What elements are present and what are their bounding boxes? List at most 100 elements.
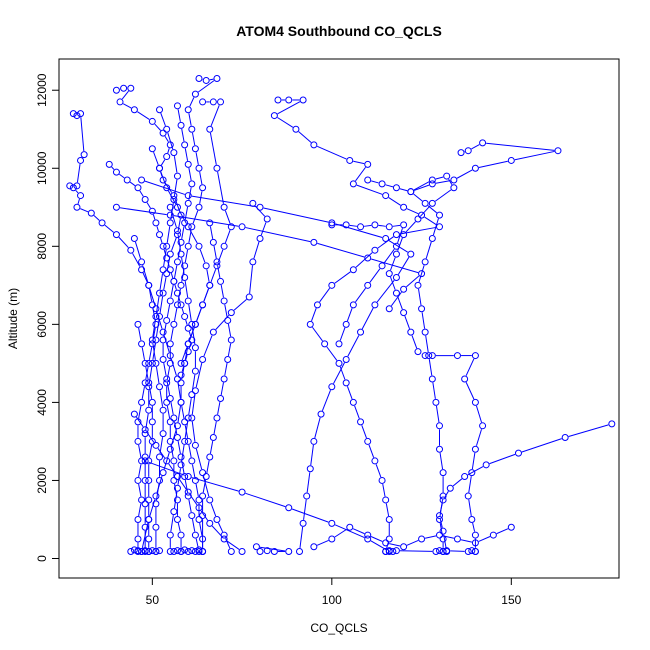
- data-point: [141, 523, 149, 531]
- data-point: [371, 457, 379, 465]
- series-segment: [188, 331, 192, 337]
- data-point: [303, 492, 311, 500]
- data-point: [173, 301, 181, 309]
- series-segment: [199, 249, 206, 263]
- series-segment: [181, 444, 185, 462]
- flight-profile-series: [159, 102, 203, 555]
- data-point: [105, 160, 113, 168]
- data-point: [436, 512, 444, 520]
- flight-profile-series: [328, 221, 408, 348]
- series-segment: [181, 405, 185, 419]
- series-segment: [355, 166, 366, 182]
- data-point: [468, 515, 476, 523]
- data-point: [378, 180, 386, 188]
- data-point: [191, 145, 199, 153]
- series-segment: [160, 171, 166, 185]
- series-segment: [291, 508, 329, 523]
- data-point: [443, 547, 451, 555]
- series-segment: [160, 159, 166, 166]
- data-point: [392, 250, 400, 258]
- series-segment: [178, 210, 187, 224]
- data-point: [206, 281, 214, 289]
- data-point: [489, 531, 497, 539]
- data-point: [270, 112, 278, 120]
- data-point: [163, 125, 171, 133]
- data-point: [130, 106, 138, 114]
- data-point: [138, 176, 146, 184]
- data-point: [177, 281, 185, 289]
- series-segment: [397, 256, 410, 275]
- series-segment: [203, 335, 213, 357]
- data-point: [471, 547, 479, 555]
- series-segment: [191, 519, 196, 532]
- data-point: [310, 543, 318, 551]
- data-point: [159, 355, 167, 363]
- series-segment: [334, 524, 365, 539]
- series-segment: [334, 271, 351, 284]
- data-point: [199, 355, 207, 363]
- data-point: [364, 437, 372, 445]
- data-point: [173, 203, 181, 211]
- series-segment: [142, 265, 149, 283]
- data-point: [138, 266, 146, 274]
- data-point: [173, 231, 181, 239]
- data-point: [145, 476, 153, 484]
- series-segment: [406, 539, 419, 546]
- data-point: [159, 242, 167, 250]
- series-segment: [210, 503, 217, 517]
- data-point: [471, 352, 479, 360]
- y-tick-label: 12000: [35, 73, 49, 107]
- data-point: [173, 102, 181, 110]
- data-point: [177, 531, 185, 539]
- series-segment: [434, 189, 452, 202]
- data-point: [217, 394, 225, 402]
- series-segment: [164, 135, 169, 143]
- series-segment: [390, 257, 396, 271]
- data-point: [134, 547, 142, 555]
- data-point: [256, 547, 264, 555]
- series-segment: [399, 226, 437, 235]
- data-point: [166, 219, 174, 227]
- data-point: [392, 547, 400, 555]
- data-point: [184, 199, 192, 207]
- series-segment: [181, 226, 185, 239]
- data-point: [145, 547, 153, 555]
- series-segment: [435, 405, 440, 423]
- series-segment: [465, 358, 475, 376]
- series-segment: [471, 452, 476, 470]
- data-point: [443, 172, 451, 180]
- data-point: [141, 500, 149, 508]
- series-segment: [316, 145, 347, 160]
- flight-profile-series: [407, 139, 562, 555]
- series-segment: [167, 190, 177, 205]
- flight-profile-series: [310, 523, 515, 551]
- data-point: [507, 156, 515, 164]
- data-point: [195, 75, 203, 83]
- series-segment: [185, 319, 188, 325]
- series-segment: [157, 448, 166, 459]
- data-point: [170, 414, 178, 422]
- series-segment: [195, 152, 199, 165]
- flight-profile-series: [436, 420, 616, 555]
- data-point: [159, 328, 167, 336]
- series-segment: [188, 304, 192, 321]
- series-segment: [456, 169, 473, 179]
- series-segment: [489, 453, 516, 465]
- data-point: [608, 420, 616, 428]
- data-point: [130, 546, 138, 554]
- series-segment: [227, 323, 232, 337]
- data-point: [73, 203, 81, 211]
- series-segment: [203, 288, 209, 302]
- data-point: [170, 195, 178, 203]
- data-point: [177, 547, 185, 555]
- data-point: [66, 182, 74, 190]
- series-segment: [217, 249, 224, 263]
- data-point: [159, 469, 167, 477]
- series-segment: [149, 288, 156, 306]
- data-point: [188, 391, 196, 399]
- series-segment: [306, 472, 311, 493]
- data-point: [432, 398, 440, 406]
- flight-profile-series: [138, 176, 415, 555]
- series-segment: [196, 308, 202, 322]
- data-point: [213, 164, 221, 172]
